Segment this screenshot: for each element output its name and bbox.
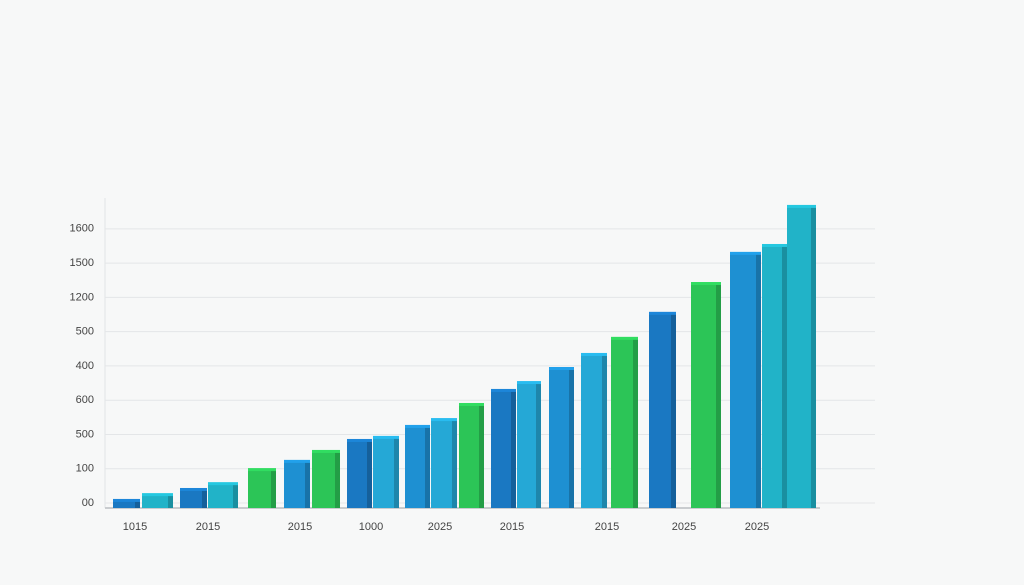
bar-top — [691, 282, 721, 286]
y-tick-label: 1600 — [70, 223, 94, 235]
bar-side — [233, 484, 238, 508]
x-tick-label: 1015 — [123, 521, 147, 533]
bar-side — [202, 489, 207, 508]
bar-top — [431, 418, 457, 422]
bar-side — [536, 383, 541, 508]
y-tick-label: 00 — [82, 497, 94, 509]
bar-top — [491, 388, 516, 392]
bar — [730, 253, 761, 508]
bar-top — [312, 449, 340, 453]
bar-top — [611, 336, 638, 340]
bar-side — [782, 245, 787, 508]
bar-side — [271, 470, 276, 508]
bar-side — [479, 404, 484, 508]
bar-side — [633, 338, 638, 508]
bar-top — [347, 438, 372, 442]
bar-side — [305, 461, 310, 508]
y-tick-label: 500 — [76, 326, 94, 338]
bar-top — [459, 402, 484, 406]
bar-side — [716, 284, 721, 508]
bar — [208, 484, 238, 508]
y-tick-label: 1200 — [70, 291, 94, 303]
bar-side — [367, 440, 372, 508]
bar-top — [649, 311, 676, 315]
bar-top — [762, 243, 787, 247]
bar-top — [248, 468, 276, 472]
bar-side — [811, 206, 816, 509]
bar — [180, 489, 207, 508]
bar-top — [142, 493, 173, 497]
bar-top — [373, 435, 399, 439]
x-tick-label: 2025 — [672, 521, 696, 533]
bar-side — [135, 500, 140, 508]
bar-side — [602, 354, 607, 508]
bar — [142, 495, 173, 508]
bar-side — [425, 426, 430, 508]
x-tick-label: 2015 — [595, 521, 619, 533]
bar-side — [756, 253, 761, 508]
bar-top — [730, 251, 761, 255]
bar-top — [581, 352, 607, 356]
y-tick-label: 600 — [76, 394, 94, 406]
bar-side — [511, 390, 516, 508]
bar-top — [113, 498, 140, 502]
bar-top — [405, 424, 430, 428]
y-tick-label: 1500 — [70, 257, 94, 269]
y-tick-label: 500 — [76, 428, 94, 440]
bar-top — [180, 487, 207, 491]
bar-top — [517, 381, 541, 385]
bar-side — [335, 451, 340, 508]
bar-side — [168, 495, 173, 508]
bar-top — [284, 459, 310, 463]
bar-side — [394, 437, 399, 508]
x-tick-label: 2015 — [196, 521, 220, 533]
x-tick-label: 2015 — [288, 521, 312, 533]
x-tick-label: 2025 — [428, 521, 452, 533]
y-tick-label: 400 — [76, 360, 94, 372]
bar-top — [208, 482, 238, 486]
y-tick-label: 100 — [76, 463, 94, 475]
bar-side — [671, 313, 676, 508]
bar-side — [452, 420, 457, 508]
x-tick-label: 2015 — [500, 521, 524, 533]
bar-side — [569, 369, 574, 508]
x-tick-label: 1000 — [359, 521, 383, 533]
bar-top — [549, 367, 574, 371]
bar-top — [787, 204, 816, 208]
bar — [113, 500, 140, 508]
x-tick-label: 2025 — [745, 521, 769, 533]
